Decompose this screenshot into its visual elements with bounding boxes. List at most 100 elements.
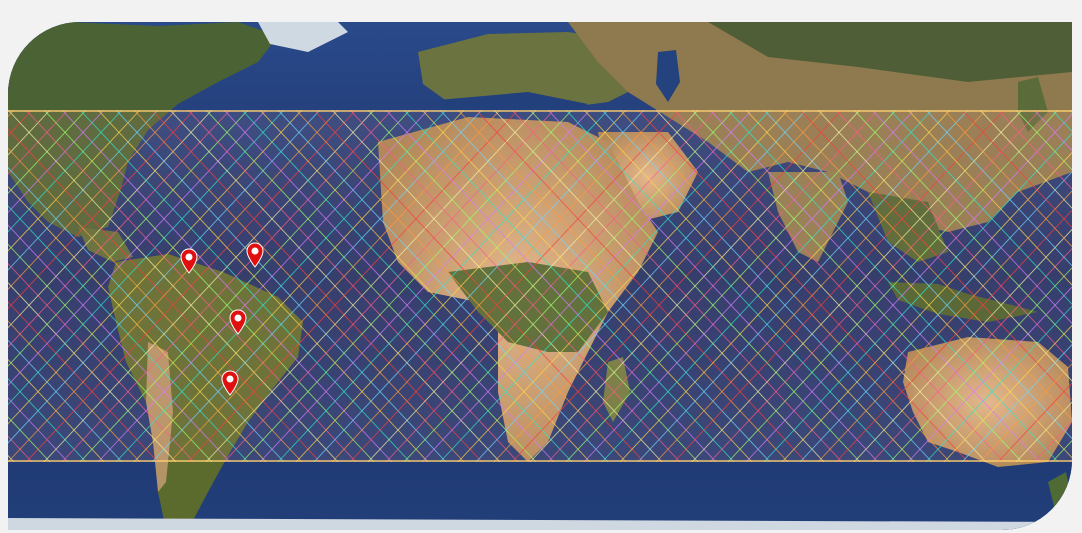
ground-track — [655, 110, 987, 462]
ground-track — [223, 110, 555, 462]
indonesia — [888, 282, 1038, 322]
north-america — [8, 22, 278, 237]
ground-track — [1015, 401, 1072, 462]
greenland — [258, 22, 348, 52]
ground-track — [241, 110, 573, 462]
siberia — [708, 22, 1072, 82]
ground-track — [853, 110, 1072, 344]
ground-track — [169, 110, 501, 462]
ground-track — [997, 382, 1072, 462]
ground-track — [8, 378, 87, 462]
ground-track — [25, 110, 357, 462]
southeast-asia — [868, 192, 948, 262]
antarctica — [8, 518, 1072, 530]
ground-track — [151, 110, 483, 462]
australia — [903, 337, 1072, 467]
ground-track — [907, 286, 1072, 462]
map-pin-icon[interactable] — [229, 309, 247, 335]
ground-track — [8, 358, 105, 462]
new-zealand — [1048, 472, 1072, 522]
ground-track — [583, 110, 915, 462]
ground-track — [529, 110, 861, 462]
ground-track — [259, 110, 591, 462]
ground-track — [8, 262, 195, 462]
ground-track — [979, 110, 1072, 209]
ground-track — [637, 110, 969, 462]
ground-track — [277, 110, 609, 462]
japan — [1018, 77, 1048, 132]
ground-track — [8, 339, 123, 462]
ground-track — [673, 110, 1005, 462]
ground-track — [439, 110, 771, 462]
ground-track — [997, 110, 1072, 190]
ground-track — [8, 282, 177, 462]
map-pin-icon[interactable] — [246, 242, 264, 268]
ground-track — [8, 205, 249, 462]
ground-track — [8, 110, 339, 462]
ground-track — [565, 110, 897, 462]
ground-track — [601, 110, 933, 462]
ground-track — [8, 110, 87, 194]
ground-track — [367, 110, 699, 462]
ground-track — [187, 110, 519, 462]
ground-track — [8, 301, 159, 462]
ground-track — [709, 110, 1041, 462]
ground-track — [8, 110, 123, 233]
ground-track — [205, 110, 537, 462]
ground-track — [43, 110, 375, 462]
caspian-sea — [656, 50, 680, 102]
ground-track — [979, 363, 1072, 462]
ground-track — [871, 110, 1072, 324]
ground-track — [8, 110, 69, 175]
ground-track — [799, 110, 1072, 401]
ground-track — [745, 110, 1072, 459]
ground-track — [403, 110, 735, 462]
ground-track — [97, 110, 429, 462]
ground-track — [8, 110, 159, 271]
mediterranean — [438, 92, 588, 114]
ground-track — [925, 110, 1072, 267]
ground-track — [295, 110, 627, 462]
ground-track — [349, 110, 681, 462]
ground-track — [511, 110, 843, 462]
ground-track — [925, 305, 1072, 462]
ground-track — [961, 110, 1072, 228]
ground-track — [8, 110, 105, 214]
ground-track — [961, 344, 1072, 462]
ground-track — [943, 110, 1072, 248]
ground-track — [475, 110, 807, 462]
map-viewport[interactable] — [8, 22, 1072, 530]
ground-track — [313, 110, 645, 462]
ground-track — [8, 110, 141, 252]
ground-track — [79, 110, 411, 462]
ground-track — [8, 224, 231, 462]
ground-track — [8, 166, 285, 462]
ground-track — [421, 110, 753, 462]
ground-track — [889, 110, 1072, 305]
ground-track — [457, 110, 789, 462]
ground-track — [727, 110, 1059, 462]
ground-track — [385, 110, 717, 462]
ground-track — [781, 110, 1072, 420]
ground-track — [835, 110, 1072, 363]
ground-track — [619, 110, 951, 462]
ground-track-lines — [8, 110, 1072, 462]
ground-track — [8, 320, 141, 462]
ground-track — [763, 110, 1072, 440]
ground-track — [691, 110, 1023, 462]
ground-track — [61, 110, 393, 462]
map-pin-icon[interactable] — [221, 370, 239, 396]
ground-track — [817, 110, 1072, 382]
ground-track — [8, 186, 267, 462]
ground-track — [493, 110, 825, 462]
map-pin-icon[interactable] — [180, 248, 198, 274]
ground-track — [1015, 110, 1072, 171]
ground-track — [115, 110, 447, 462]
ground-track — [943, 324, 1072, 462]
marker-layer — [8, 22, 1072, 530]
central-america — [78, 227, 133, 262]
ground-track — [331, 110, 663, 462]
satellite-ground-tracks — [8, 110, 1072, 462]
ground-track — [907, 110, 1072, 286]
ground-track — [8, 147, 303, 462]
